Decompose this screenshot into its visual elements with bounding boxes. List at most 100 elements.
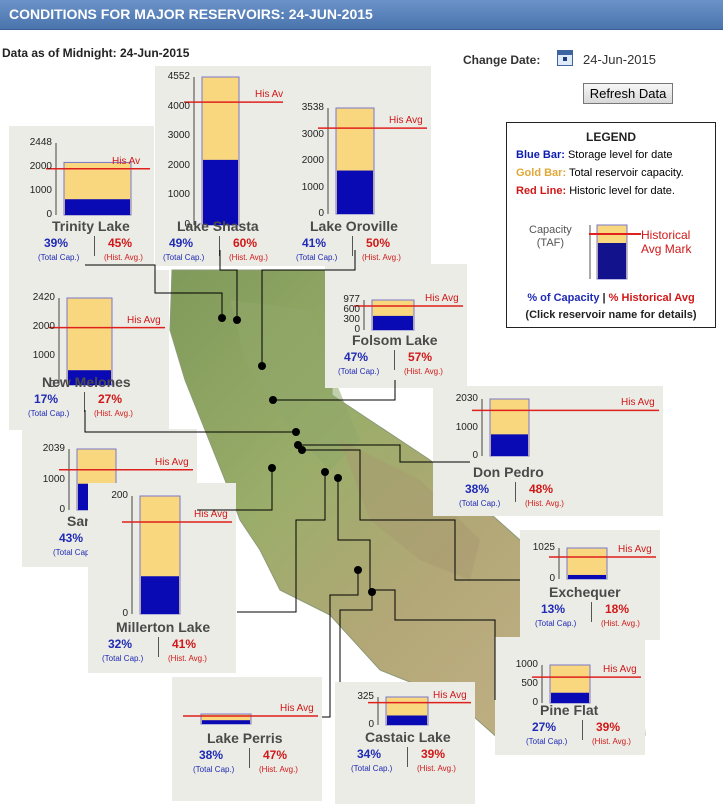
y-tick-label: 1000 bbox=[515, 659, 538, 670]
storage-bar bbox=[68, 370, 111, 385]
legend-red-row: Red Line: Historic level for date. bbox=[516, 185, 675, 197]
y-tick-label: 2420 bbox=[32, 292, 55, 303]
storage-bar bbox=[387, 715, 427, 725]
location-dot bbox=[218, 314, 226, 322]
calendar-icon[interactable] bbox=[557, 50, 573, 66]
location-dot bbox=[321, 468, 329, 476]
chart-donpedro bbox=[472, 398, 659, 457]
pct-hist-avg: 27% bbox=[98, 392, 123, 406]
pct-hist-avg: 39% bbox=[421, 747, 446, 761]
date-value[interactable]: 24-Jun-2015 bbox=[583, 52, 656, 67]
total-cap-label: (Total Cap.) bbox=[351, 764, 393, 773]
pct-hist-avg: 18% bbox=[605, 602, 630, 616]
page-title: CONDITIONS FOR MAJOR RESERVOIRS: 24-JUN-… bbox=[9, 6, 373, 22]
hist-avg-label: (Hist. Avg.) bbox=[229, 253, 268, 262]
legend: LEGEND Blue Bar: Storage level for date … bbox=[506, 122, 716, 328]
connector-line bbox=[273, 380, 396, 401]
total-cap-label: (Total Cap.) bbox=[526, 737, 568, 746]
y-tick-label: 500 bbox=[521, 678, 538, 689]
connector-line bbox=[197, 468, 273, 511]
legend-capacity-label: Capacity (TAF) bbox=[529, 224, 572, 249]
pct-capacity: 13% bbox=[541, 602, 566, 616]
reservoir-name-trinity[interactable]: Trinity Lake bbox=[52, 218, 130, 234]
reservoir-panel-millerton: His Avg 200 0 Millerton Lake 32% 41% (Total Ca… bbox=[88, 483, 236, 673]
reservoir-name-donpedro[interactable]: Don Pedro bbox=[473, 464, 544, 480]
his-avg-label: His Avg bbox=[621, 397, 655, 409]
reservoir-name-castaic[interactable]: Castaic Lake bbox=[365, 729, 451, 745]
pct-hist-avg: 57% bbox=[408, 350, 433, 364]
y-tick-label: 1000 bbox=[301, 181, 324, 193]
reservoir-name-folsom[interactable]: Folsom Lake bbox=[352, 332, 438, 348]
y-tick-label: 2030 bbox=[455, 393, 478, 404]
storage-bar bbox=[141, 576, 179, 614]
title-bar: CONDITIONS FOR MAJOR RESERVOIRS: 24-JUN-… bbox=[0, 0, 723, 30]
legend-gold-label: Gold Bar: bbox=[516, 167, 567, 179]
connector-line bbox=[219, 250, 238, 320]
reservoir-panel-pineflat: His Avg 1000 500 0 Pine Flat 27% 39% (Total Cap… bbox=[495, 637, 645, 755]
pct-hist-avg: 50% bbox=[366, 236, 391, 250]
reservoir-panel-trinity: His Av 2448 2000 1000 0 Trinity Lake 39% 45% (To… bbox=[9, 126, 154, 270]
y-tick-label: 2000 bbox=[29, 161, 52, 172]
y-tick-label: 1000 bbox=[42, 473, 65, 485]
total-cap-label: (Total Cap.) bbox=[193, 765, 235, 774]
capacity-bar bbox=[566, 547, 608, 580]
reservoir-name-millerton[interactable]: Millerton Lake bbox=[116, 619, 211, 635]
storage-bar bbox=[491, 434, 528, 456]
his-avg-label: His Avg bbox=[389, 115, 423, 127]
y-tick-label: 1000 bbox=[32, 350, 55, 361]
y-tick-label: 2000 bbox=[32, 321, 55, 332]
legend-red-label: Red Line: bbox=[516, 185, 567, 197]
y-tick-label: 300 bbox=[343, 314, 360, 325]
connector-line bbox=[337, 478, 496, 700]
location-dot bbox=[269, 396, 277, 404]
chart-newmelones bbox=[49, 297, 165, 386]
y-tick-label: 1000 bbox=[29, 185, 52, 196]
connector-line bbox=[237, 472, 326, 613]
his-avg-label: His Avg bbox=[255, 89, 289, 101]
hist-avg-label: (Hist. Avg.) bbox=[259, 765, 298, 774]
y-tick-label: 0 bbox=[184, 219, 190, 230]
pct-capacity: 38% bbox=[199, 748, 224, 762]
legend-blue-label: Blue Bar: bbox=[516, 149, 565, 161]
refresh-data-button[interactable]: Refresh Data bbox=[583, 83, 673, 104]
y-tick-label: 0 bbox=[354, 324, 360, 335]
hist-avg-label: (Hist. Avg.) bbox=[104, 253, 143, 262]
reservoir-name-pineflat[interactable]: Pine Flat bbox=[540, 702, 599, 718]
location-dot bbox=[233, 316, 241, 324]
total-cap-label: (Total Cap.) bbox=[53, 548, 95, 557]
separator bbox=[94, 236, 95, 256]
total-cap-label: (Total Cap.) bbox=[535, 619, 577, 628]
reservoir-panel-exchequer: His Avg 1025 0 Exchequer 13% 18% (Total Cap.) (… bbox=[520, 530, 660, 640]
legend-footer: (Click reservoir name for details) bbox=[525, 309, 697, 321]
legend-hist-label: Historical Avg Mark bbox=[641, 228, 692, 256]
location-dot bbox=[298, 446, 306, 454]
reservoir-name-oroville[interactable]: Lake Oroville bbox=[310, 218, 398, 234]
chart-castaic bbox=[368, 696, 471, 726]
storage-bar bbox=[373, 315, 413, 330]
separator bbox=[515, 482, 516, 502]
y-tick-label: 2000 bbox=[167, 159, 190, 171]
separator bbox=[582, 720, 583, 740]
his-avg-label: His Avg bbox=[433, 689, 467, 701]
chart-exchequer bbox=[549, 547, 656, 580]
pct-capacity: 32% bbox=[108, 637, 133, 651]
reservoir-name-shasta[interactable]: Lake Shasta bbox=[177, 218, 259, 234]
reservoir-panel-castaic: His Avg 325 0 Castaic Lake 34% 39% (Total Cap.… bbox=[335, 682, 475, 804]
reservoir-name-perris[interactable]: Lake Perris bbox=[207, 730, 283, 746]
y-tick-label: 0 bbox=[532, 697, 538, 708]
chart-folsom bbox=[354, 299, 463, 331]
pct-capacity: 38% bbox=[465, 482, 490, 496]
location-dot bbox=[334, 474, 342, 482]
reservoir-name-exchequer[interactable]: Exchequer bbox=[549, 584, 621, 600]
total-cap-label: (Total Cap.) bbox=[459, 499, 501, 508]
hist-avg-label: (Hist. Avg.) bbox=[94, 409, 133, 418]
reservoir-name-newmelones[interactable]: New Melones bbox=[42, 374, 131, 390]
y-tick-label: 4000 bbox=[167, 100, 190, 112]
reservoir-panel-donpedro: His Avg 2030 1000 0 Don Pedro 38% 48% (Total Ca… bbox=[433, 386, 663, 516]
y-tick-label: 2000 bbox=[301, 155, 324, 166]
pct-hist-avg: 41% bbox=[172, 637, 197, 651]
legend-title: LEGEND bbox=[585, 130, 636, 144]
y-tick-label: 0 bbox=[318, 208, 324, 219]
y-tick-label: 4552 bbox=[167, 71, 190, 82]
reservoir-panel-newmelones: His Avg 2420 2000 1000 0 New Melones 17% 27% (To… bbox=[9, 270, 169, 430]
